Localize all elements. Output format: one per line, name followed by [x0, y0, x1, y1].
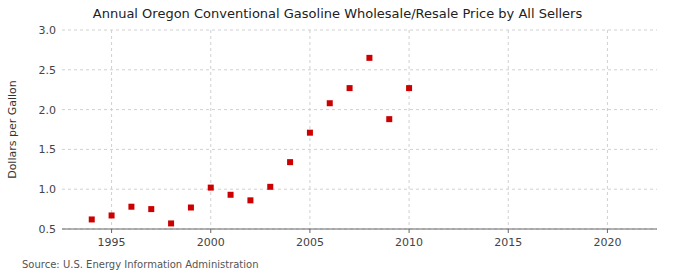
tick-label: 2000: [197, 236, 225, 249]
tick-label: 0.5: [39, 223, 57, 236]
point: [327, 100, 333, 106]
title: Annual Oregon Conventional Gasoline Whol…: [93, 6, 583, 21]
point: [228, 192, 234, 198]
tick-mark: [111, 229, 112, 233]
point: [287, 159, 293, 165]
grid-line: [409, 30, 410, 229]
grid-line: [62, 109, 657, 110]
point: [188, 205, 194, 211]
tick-label: 1.5: [39, 143, 57, 156]
point: [109, 212, 115, 218]
grid-line: [210, 30, 211, 229]
tick-mark: [607, 229, 608, 233]
point: [386, 116, 392, 122]
chart: 0.5 1.0 1.5 2.0 2.5 3.0 1995 2000 2005 2010 2015 20…: [0, 0, 675, 275]
grid-line: [62, 149, 657, 150]
point: [247, 197, 253, 203]
point: [148, 206, 154, 212]
grid-line: [62, 189, 657, 190]
tick-label: 1995: [98, 236, 126, 249]
tick-mark: [309, 229, 310, 233]
grid-line: [111, 30, 112, 229]
tick-label: 2015: [494, 236, 522, 249]
grid-line: [309, 30, 310, 229]
tick-mark: [508, 229, 509, 233]
tick-label: 2010: [395, 236, 423, 249]
point: [128, 204, 134, 210]
tick-label: 2020: [593, 236, 621, 249]
point: [208, 185, 214, 191]
point: [168, 220, 174, 226]
point: [307, 130, 313, 136]
annotation: Source: U.S. Energy Information Administ…: [22, 259, 259, 270]
grid-line: [508, 30, 509, 229]
background: [0, 0, 675, 275]
tick-label: 2.5: [39, 64, 57, 77]
grid-line: [62, 229, 657, 230]
tick-label: 2.0: [39, 104, 57, 117]
tick-label: 3.0: [39, 24, 57, 37]
point: [347, 85, 353, 91]
y-axis-label: Dollars per Gallon: [6, 80, 19, 179]
grid-line: [62, 69, 657, 70]
tick-mark: [210, 229, 211, 233]
tick-mark: [409, 229, 410, 233]
points: [89, 55, 412, 227]
point: [406, 85, 412, 91]
point: [267, 184, 273, 190]
grid-line: [607, 30, 608, 229]
tick-label: 1.0: [39, 183, 57, 196]
tick-label: 2005: [296, 236, 324, 249]
x-axis-line: [62, 229, 657, 230]
point: [89, 216, 95, 222]
point: [366, 55, 372, 61]
grid-line: [62, 30, 657, 31]
